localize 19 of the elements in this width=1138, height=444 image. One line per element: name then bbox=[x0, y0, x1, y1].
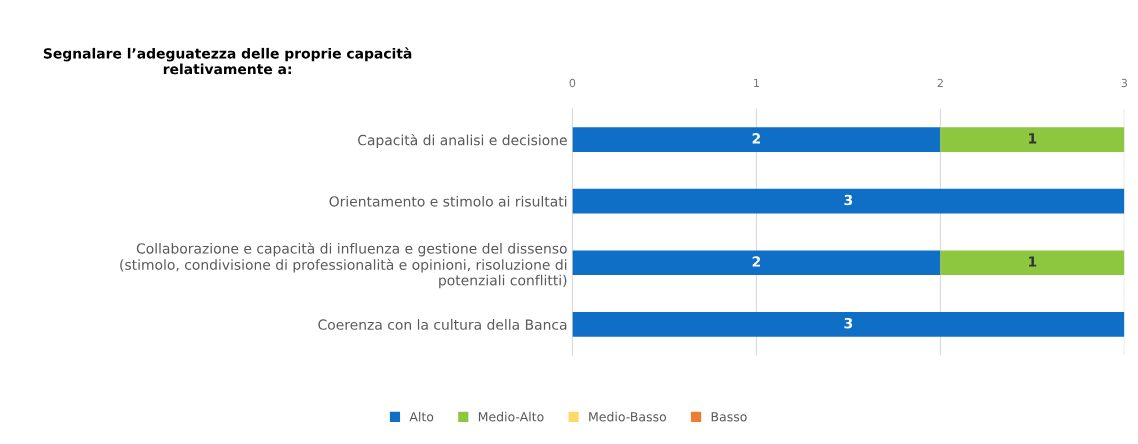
data-label: 1 bbox=[1029, 133, 1037, 144]
y-tick-label: Collaborazione e capacità di influenza e gestione del dissenso (stimolo, condivisione di professionalità e opinioni, risoluzione di potenziali conflitti) bbox=[120, 242, 567, 289]
legend-label: Basso bbox=[711, 412, 747, 422]
legend-label: Alto bbox=[409, 411, 434, 422]
x-tick-label: 2 bbox=[937, 78, 943, 88]
data-label: 3 bbox=[844, 317, 853, 329]
x-tick-label: 3 bbox=[1121, 78, 1127, 88]
x-tick-label: 0 bbox=[569, 78, 576, 88]
x-tick-label: 1 bbox=[754, 78, 759, 88]
y-tick-label: Orientamento e stimolo ai risultati bbox=[329, 195, 567, 207]
y-tick-label: Capacità di analisi e decisione bbox=[358, 134, 567, 149]
data-label: 1 bbox=[1029, 256, 1037, 267]
text: Segnalare l’adeguatezza delle proprie capacità relativamente a: bbox=[43, 47, 412, 75]
legend-label: Medio-Basso bbox=[589, 411, 667, 422]
y-tick-label: Coerenza con la cultura della Banca bbox=[318, 319, 567, 330]
legend-label: Medio-Alto bbox=[478, 411, 544, 422]
data-label: 3 bbox=[844, 194, 853, 206]
data-label: 2 bbox=[752, 133, 761, 144]
data-label: 2 bbox=[752, 256, 761, 267]
